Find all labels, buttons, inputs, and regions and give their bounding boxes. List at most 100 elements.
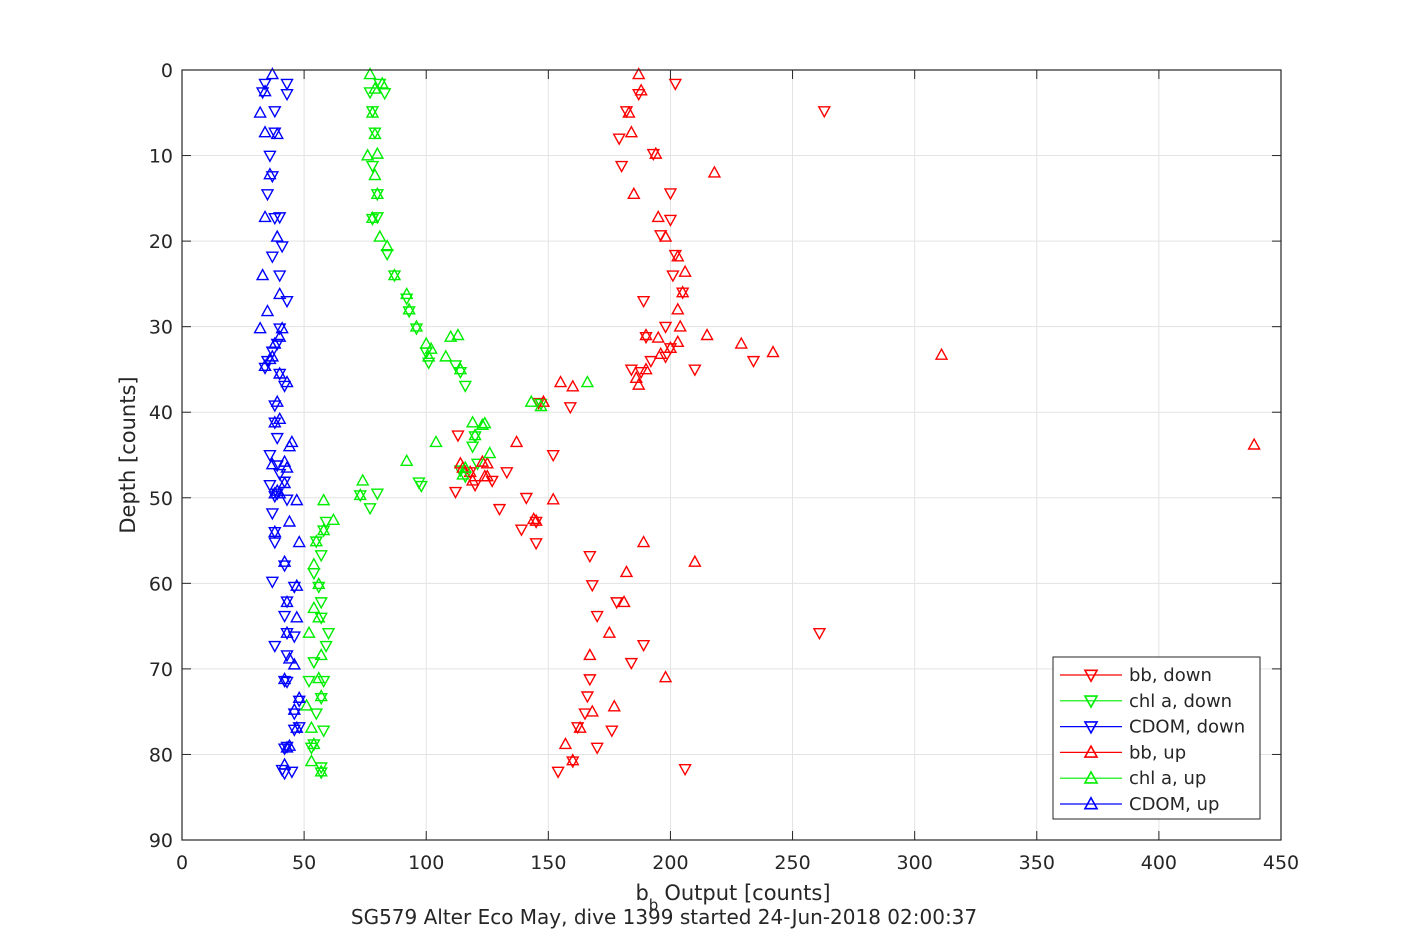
triangle-down-marker: [268, 127, 282, 140]
triangle-down-marker: [268, 491, 282, 504]
y-axis-ticks: 0 10 20 30 40 50 60 70 80 90: [149, 60, 1281, 852]
triangle-up-marker: [368, 168, 382, 181]
triangle-up-marker: [253, 321, 267, 334]
triangle-down-marker: [316, 725, 331, 738]
triangle-down-marker: [663, 188, 678, 201]
triangle-down-marker: [363, 503, 377, 516]
triangle-up-marker: [260, 304, 275, 317]
triangle-down-marker: [470, 458, 485, 471]
triangle-up-marker: [265, 457, 280, 470]
triangle-down-marker: [448, 360, 463, 373]
triangle-down-marker: [312, 581, 326, 594]
triangle-down-marker: [666, 270, 680, 283]
y-axis-label: Depth [counts]: [116, 376, 140, 533]
triangle-up-marker: [287, 657, 302, 670]
triangle-up-marker: [399, 287, 414, 300]
triangle-down-marker: [292, 722, 306, 735]
triangle-up-marker: [602, 625, 617, 638]
triangle-up-marker: [678, 264, 692, 277]
triangle-up-marker: [443, 329, 458, 342]
x-axis-label-subscript: b: [649, 896, 659, 914]
x-axis-label-text: Output [counts]: [664, 881, 830, 905]
triangle-down-marker: [402, 306, 416, 319]
triangle-up-marker: [280, 375, 294, 388]
triangle-up-marker: [375, 76, 389, 89]
triangle-down-marker: [280, 296, 294, 309]
triangle-down-marker: [678, 764, 692, 777]
triangle-up-marker: [370, 186, 385, 200]
triangle-up-marker: [353, 488, 367, 501]
x-axis-label-prefix: b: [635, 881, 648, 905]
triangle-up-marker: [627, 186, 641, 200]
triangle-up-marker: [273, 287, 287, 300]
triangle-up-marker: [255, 268, 270, 281]
triangle-up-marker: [265, 67, 280, 80]
triangle-down-marker: [688, 364, 702, 377]
triangle-down-marker: [365, 160, 380, 173]
triangle-up-marker: [424, 341, 438, 354]
triangle-up-marker: [580, 375, 595, 388]
triangle-down-marker: [465, 441, 480, 454]
x-tick-label: 200: [652, 852, 688, 874]
triangle-up-marker: [268, 415, 282, 428]
triangle-down-marker: [373, 78, 387, 91]
triangle-up-marker: [273, 366, 287, 379]
series-5: [253, 67, 306, 770]
triangle-down-marker: [529, 538, 543, 551]
triangle-up-marker: [402, 302, 416, 315]
triangle-down-marker: [273, 212, 287, 225]
triangle-up-marker: [468, 428, 482, 441]
triangle-down-marker: [583, 674, 597, 687]
triangle-down-marker: [485, 475, 499, 488]
triangle-down-marker: [570, 722, 585, 735]
triangle-down-marker: [316, 675, 331, 689]
legend-box: [1052, 656, 1261, 820]
legend-entry-label: chl a, up: [1129, 768, 1206, 789]
triangle-up-marker: [573, 720, 587, 733]
triangle-up-marker: [653, 346, 668, 360]
triangle-down-marker: [451, 430, 465, 443]
triangle-up-marker: [314, 764, 328, 777]
triangle-down-marker: [263, 150, 277, 163]
triangle-up-marker: [566, 379, 580, 392]
series-0: [448, 78, 831, 779]
y-tick-label: 70: [149, 659, 173, 681]
triangle-down-marker: [270, 338, 284, 351]
legend-triangle-down-icon: [1083, 695, 1099, 709]
triangle-down-marker: [263, 479, 277, 493]
triangle-up-marker: [268, 524, 282, 537]
triangle-up-marker: [439, 349, 453, 362]
triangle-down-marker: [277, 610, 292, 623]
triangle-up-marker: [280, 595, 294, 608]
legend-triangle-down-icon: [1083, 721, 1099, 735]
triangle-down-marker: [275, 241, 289, 254]
y-tick-label: 0: [161, 60, 173, 82]
triangle-up-marker: [651, 210, 665, 223]
y-tick-label: 20: [149, 231, 173, 253]
triangle-down-marker: [634, 367, 648, 380]
triangle-up-marker: [277, 757, 292, 770]
triangle-up-marker: [583, 648, 597, 661]
triangle-up-marker: [268, 336, 282, 349]
triangle-up-marker: [368, 127, 382, 140]
triangle-up-marker: [636, 535, 651, 548]
triangle-up-marker: [463, 464, 477, 478]
legend: bb, down chl a, down CDOM, down bb, up chl a…: [1052, 656, 1261, 820]
triangle-up-marker: [524, 394, 538, 407]
axes-box: [181, 69, 1282, 841]
triangle-up-marker: [465, 415, 480, 428]
triangle-up-marker: [658, 670, 673, 683]
triangle-down-marker: [314, 693, 328, 706]
triangle-down-marker: [314, 597, 328, 610]
y-tick-label: 10: [149, 146, 173, 168]
legend-entry-label: CDOM, up: [1129, 794, 1219, 815]
triangle-up-marker: [258, 84, 272, 97]
legend-triangle-down-icon: [1083, 669, 1099, 683]
triangle-down-marker: [319, 640, 333, 653]
triangle-down-marker: [380, 248, 394, 262]
legend-triangle-up-icon: [1083, 796, 1099, 810]
triangle-down-marker: [273, 323, 287, 336]
triangle-up-marker: [280, 625, 294, 638]
triangle-up-marker: [312, 610, 326, 623]
triangle-up-marker: [280, 740, 294, 753]
